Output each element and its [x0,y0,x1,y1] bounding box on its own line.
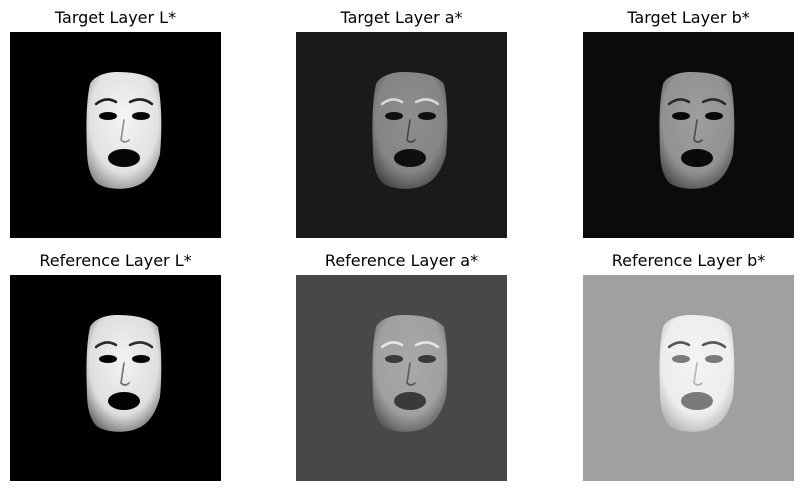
panel-title: Target Layer b* [627,8,750,27]
face-image [296,32,507,238]
nose [693,362,703,386]
left-brow [667,341,691,349]
right-eye [132,355,150,363]
nose [406,362,416,386]
face-mask [659,72,735,189]
face-mask [372,72,448,189]
left-eye [385,112,403,120]
right-eye [418,112,436,120]
mouth [108,392,140,410]
face-mask [86,315,162,432]
left-brow [380,98,404,106]
face-mask [659,315,735,432]
left-eye [99,355,117,363]
left-eye [672,355,690,363]
panel-title: Target Layer L* [54,8,177,27]
right-brow [414,98,440,106]
face-mask [86,72,162,189]
left-eye [99,112,117,120]
panel-title: Reference Layer L* [39,251,192,270]
mouth [394,392,426,410]
face-image [583,275,794,481]
nose [120,362,130,386]
left-brow [667,98,691,106]
panel-title: Reference Layer a* [324,251,479,270]
mouth [681,392,713,410]
face-image [10,32,221,238]
right-brow [414,341,440,349]
nose [406,119,416,143]
face-image [10,275,221,481]
left-brow [94,98,118,106]
right-eye [705,112,723,120]
right-brow [701,341,727,349]
right-brow [128,98,154,106]
left-eye [385,355,403,363]
mouth [394,149,426,167]
nose [120,119,130,143]
left-eye [672,112,690,120]
panel-title: Target Layer a* [340,8,463,27]
right-eye [705,355,723,363]
face-image [583,32,794,238]
nose [693,119,703,143]
left-brow [380,341,404,349]
right-brow [701,98,727,106]
right-eye [418,355,436,363]
mouth [681,149,713,167]
face-mask [372,315,448,432]
right-brow [128,341,154,349]
panel-title: Reference Layer b* [611,251,766,270]
left-brow [94,341,118,349]
face-image [296,275,507,481]
right-eye [132,112,150,120]
mouth [108,149,140,167]
